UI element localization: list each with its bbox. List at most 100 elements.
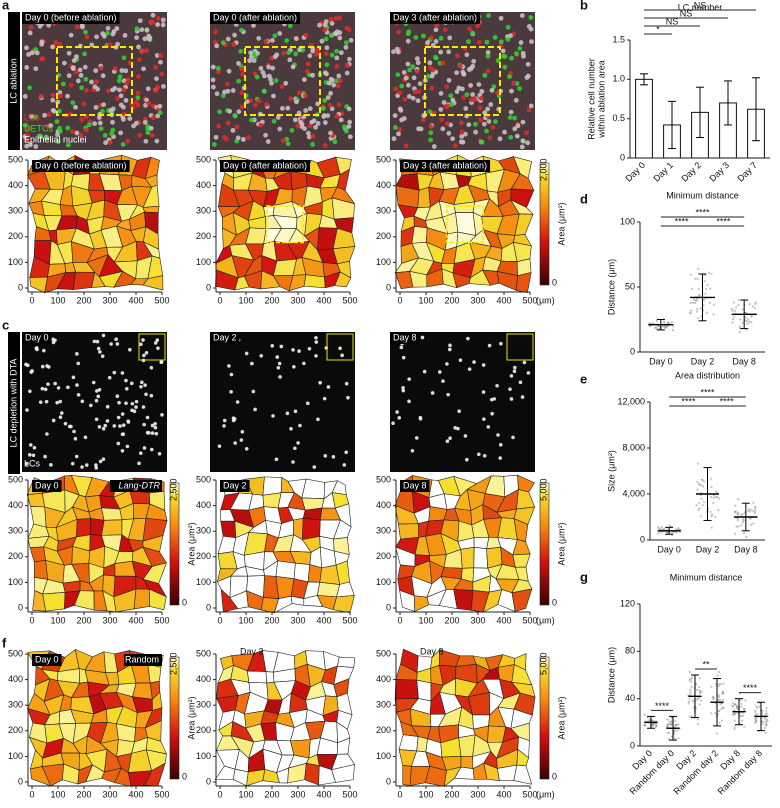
nucleus	[78, 132, 84, 138]
jitter-dot	[667, 737, 671, 741]
nucleus	[528, 15, 534, 20]
map-tag: Lang-DTR	[118, 480, 160, 490]
jitter-dot	[735, 306, 738, 309]
nucleus	[280, 105, 285, 111]
voronoi-cell	[142, 205, 160, 213]
y-tick-label: 0.5	[612, 113, 625, 123]
jitter-dot	[752, 501, 755, 504]
jitter-dot	[699, 307, 702, 310]
jitter-dot	[740, 524, 743, 527]
lc-cell	[138, 451, 143, 456]
jitter-dot	[696, 480, 699, 483]
x-tick-label: 300	[290, 295, 305, 305]
nucleus	[149, 132, 155, 138]
jitter-dot	[733, 727, 736, 731]
nucleus	[122, 33, 128, 38]
lc-cell	[96, 394, 101, 399]
colorbar-min: 0	[182, 597, 187, 607]
nucleus	[81, 101, 87, 107]
nucleus	[460, 139, 466, 145]
lc-cell	[92, 339, 97, 344]
lc-cell	[446, 392, 450, 397]
jitter-dot	[716, 674, 719, 677]
jitter-dot	[733, 309, 737, 312]
colorbar-min: 0	[552, 277, 557, 287]
nucleus	[440, 60, 446, 66]
y-tick-label: 400	[376, 674, 391, 684]
nucleus	[457, 63, 463, 69]
nucleus	[315, 121, 321, 126]
nucleus	[73, 69, 79, 75]
jitter-dot	[750, 321, 753, 324]
jitter-dot	[674, 724, 677, 727]
nucleus	[143, 138, 149, 144]
nucleus	[453, 143, 458, 148]
jitter-dot	[643, 713, 646, 717]
jitter-dot	[690, 287, 694, 290]
lc-cell	[71, 375, 76, 380]
x-tick-label: 300	[102, 789, 117, 799]
jitter-dot	[735, 705, 739, 708]
nucleus	[450, 97, 456, 103]
jitter-dot	[741, 308, 744, 311]
lc-cell	[217, 444, 222, 448]
lc-cell	[482, 453, 487, 458]
jitter-dot	[699, 515, 702, 518]
jitter-dot	[695, 310, 699, 313]
lc-cell	[89, 403, 93, 408]
jitter-dot	[696, 718, 699, 721]
nucleus	[401, 116, 407, 121]
x-tick-label: 200	[264, 789, 279, 799]
voronoi-cell	[26, 492, 46, 508]
x-tick-label: Day 8	[732, 356, 756, 366]
nucleus	[336, 73, 342, 79]
jitter-dot	[704, 292, 707, 295]
nucleus	[412, 89, 418, 95]
jitter-dot	[741, 321, 744, 324]
sig-label: ****	[743, 683, 758, 693]
label-box	[210, 12, 301, 24]
nucleus	[433, 27, 439, 33]
y-tick-label: 300	[196, 700, 211, 710]
nucleus	[277, 126, 283, 132]
lc-cell	[55, 400, 59, 405]
y-tick-label: 1.0	[612, 74, 625, 84]
nucleus	[260, 70, 266, 75]
nucleus	[484, 39, 490, 45]
nucleus	[70, 100, 76, 106]
nucleus	[269, 80, 274, 86]
nucleus	[157, 103, 163, 109]
x-tick-label: 0	[29, 789, 34, 799]
jitter-dot	[733, 712, 737, 716]
lc-cell	[132, 409, 137, 414]
jitter-dot	[677, 723, 680, 726]
jitter-dot	[689, 273, 692, 276]
x-tick-label: 100	[238, 789, 253, 799]
jitter-dot	[733, 532, 737, 535]
nucleus	[227, 108, 233, 114]
lc-cell	[278, 375, 282, 379]
lc-cell	[513, 365, 517, 370]
lc-cell	[125, 444, 130, 449]
lc-cell	[159, 360, 164, 364]
lc-cell	[324, 346, 329, 350]
nucleus	[57, 108, 62, 114]
x-tick-label: Day 8	[734, 544, 758, 554]
nucleus	[399, 83, 405, 89]
lc-cell	[96, 346, 101, 351]
jitter-dot	[754, 719, 758, 722]
panel-letter: b	[580, 0, 588, 12]
lc-cell	[154, 431, 159, 436]
x-tick-label: 0	[217, 615, 222, 625]
nucleus	[286, 50, 292, 55]
lc-cell	[314, 336, 318, 340]
colorbar-label: Area (μm²)	[186, 696, 196, 739]
nucleus	[61, 81, 66, 87]
nucleus	[71, 58, 77, 63]
jitter-dot	[698, 676, 702, 680]
y-tick-label: 0	[620, 152, 625, 162]
jitter-dot	[655, 319, 658, 323]
nucleus	[403, 143, 409, 149]
nucleus	[347, 119, 353, 125]
lc-cell	[391, 421, 395, 426]
